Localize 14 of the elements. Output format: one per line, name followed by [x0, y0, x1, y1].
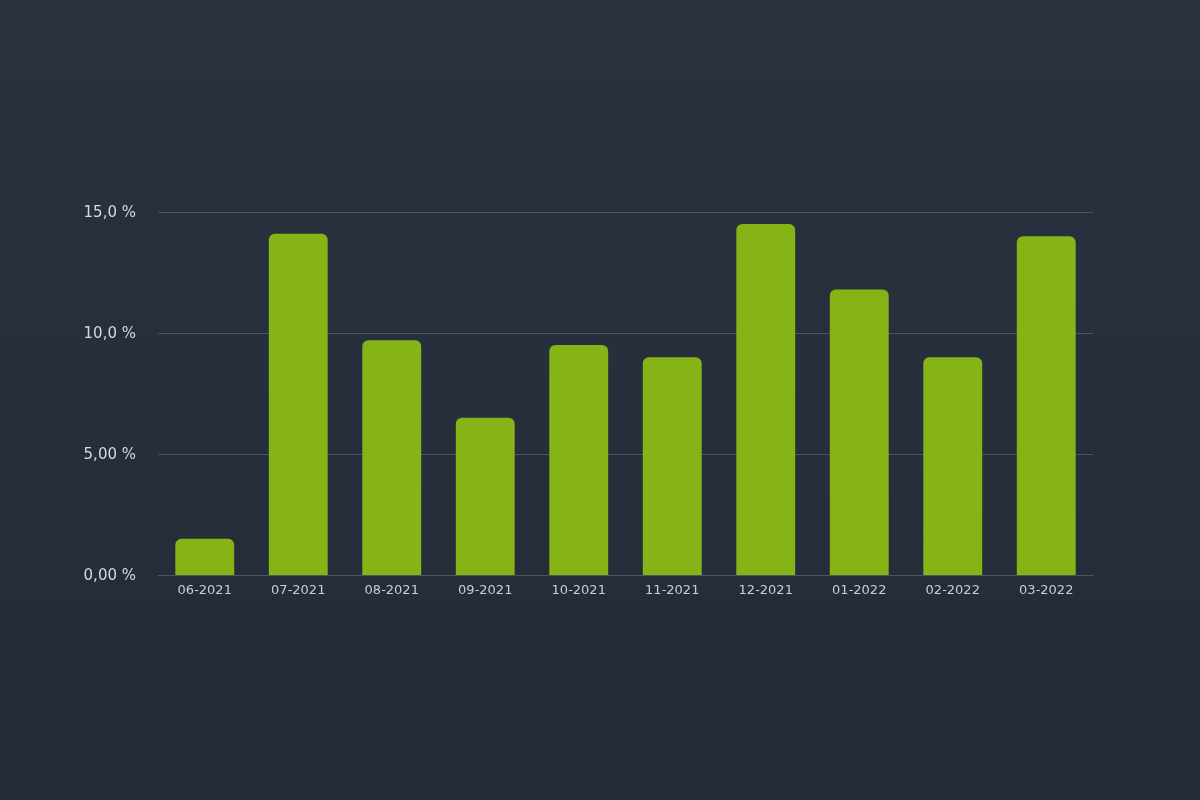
- y-tick-label: 10,0 %: [83, 324, 136, 342]
- x-tick-label: 03-2022: [1019, 582, 1074, 597]
- x-tick-label: 09-2021: [458, 582, 513, 597]
- y-tick-label: 0,00 %: [83, 566, 136, 584]
- x-tick-label: 10-2021: [551, 582, 606, 597]
- x-tick-label: 08-2021: [364, 582, 419, 597]
- x-tick-label: 06-2021: [177, 582, 232, 597]
- x-tick-label: 07-2021: [271, 582, 326, 597]
- y-tick-label: 5,00 %: [83, 445, 136, 463]
- x-tick-label: 01-2022: [832, 582, 887, 597]
- x-tick-label: 11-2021: [645, 582, 700, 597]
- y-tick-label: 15,0 %: [83, 203, 136, 221]
- x-tick-label: 02-2022: [925, 582, 980, 597]
- x-tick-label: 12-2021: [738, 582, 793, 597]
